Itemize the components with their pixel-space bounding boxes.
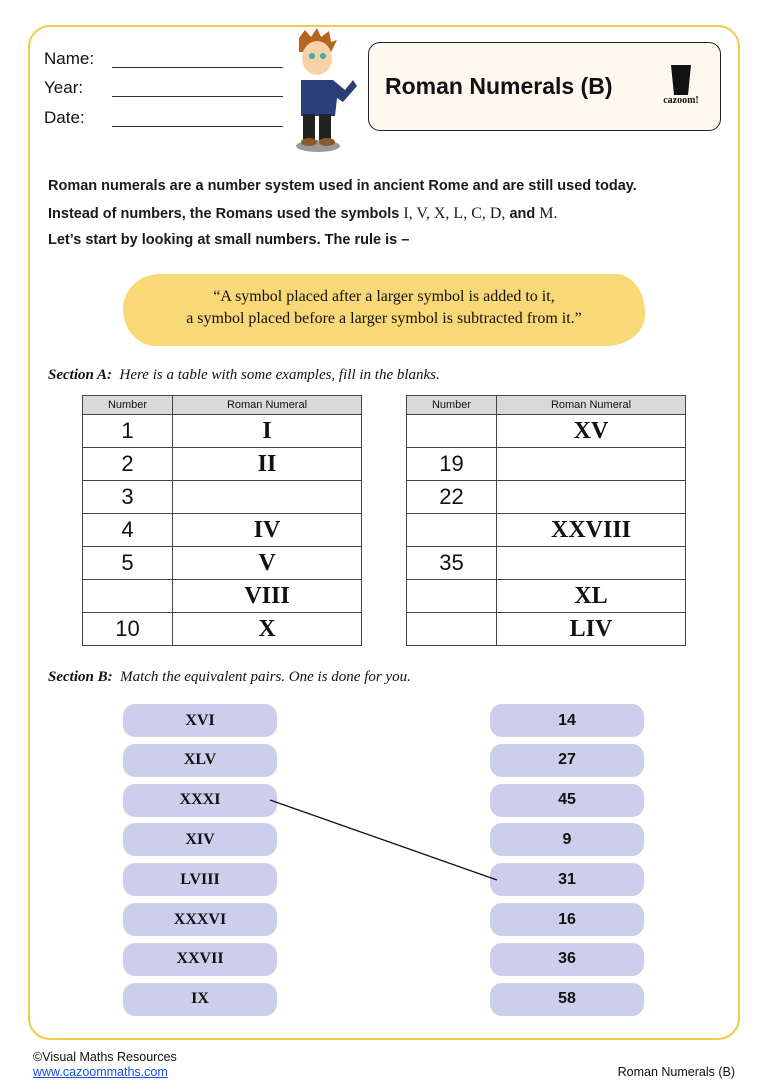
roman-cell: II [172, 447, 362, 481]
roman-cell[interactable] [496, 447, 686, 481]
date-field[interactable] [112, 126, 283, 127]
section-b-instruction: Match the equivalent pairs. One is done … [120, 669, 411, 685]
table-row: XXVIII [406, 513, 686, 547]
year-field[interactable] [112, 96, 283, 97]
roman-pill[interactable]: XIV [123, 823, 277, 857]
footer-title: Roman Numerals (B) [617, 1065, 735, 1079]
roman-symbol-m: M [539, 205, 554, 222]
roman-pill[interactable]: XXVII [123, 942, 277, 976]
roman-pill[interactable]: XLV [123, 743, 277, 777]
cartoon-boy-illustration [296, 28, 357, 152]
table-row: XL [406, 579, 686, 613]
roman-pill[interactable]: XXXVI [123, 903, 277, 936]
number-cell: 22 [406, 480, 497, 514]
number-cell: 35 [406, 546, 497, 580]
number-cell[interactable] [406, 612, 497, 646]
roman-cell: XXVIII [496, 513, 686, 547]
number-cell[interactable] [82, 579, 173, 613]
title-box: Roman Numerals (B) cazoom! [368, 42, 721, 131]
table-row: 19 [406, 447, 686, 481]
website-link[interactable]: www.cazoommaths.com [33, 1065, 168, 1079]
table-row: VIII [82, 579, 362, 613]
number-cell: 1 [82, 414, 173, 448]
date-label: Date: [44, 108, 85, 127]
number-cell: 10 [82, 612, 173, 646]
intro-line-3: Let’s start by looking at small numbers.… [48, 232, 410, 248]
table-row: 35 [406, 546, 686, 580]
table-row: 3 [82, 480, 362, 514]
roman-pill[interactable]: LVIII [123, 863, 277, 897]
section-a-instruction: Here is a table with some examples, fill… [119, 367, 440, 383]
table-row: LIV [406, 612, 686, 646]
number-pill[interactable]: 31 [490, 863, 644, 897]
copyright: ©Visual Maths Resources [33, 1050, 177, 1064]
cazoom-logo: cazoom! [661, 65, 701, 109]
roman-table-1: Number Roman Numeral 1 I 2 II 3 4 IV 5 V VIII 10 X [82, 395, 362, 646]
roman-pill[interactable]: IX [123, 982, 277, 1016]
table-row: 22 [406, 480, 686, 514]
table-row: 10 X [82, 612, 362, 646]
rule-line-1: “A symbol placed after a larger symbol i… [213, 288, 555, 305]
roman-cell[interactable] [172, 480, 362, 514]
number-cell: 4 [82, 513, 173, 547]
roman-cell: V [172, 546, 362, 580]
number-pill[interactable]: 14 [490, 704, 644, 737]
roman-cell: VIII [172, 579, 362, 613]
section-b-label: Section B: [48, 669, 113, 685]
name-label: Name: [44, 49, 95, 68]
table-row: 4 IV [82, 513, 362, 547]
number-cell[interactable] [406, 579, 497, 613]
section-b-heading: Section B: Match the equivalent pairs. O… [48, 669, 411, 686]
page-border [28, 25, 740, 1040]
table-row: XV [406, 414, 686, 448]
cup-icon [671, 65, 691, 95]
number-cell: 3 [82, 480, 173, 514]
roman-cell: XV [496, 414, 686, 448]
worksheet-title: Roman Numerals (B) [385, 73, 613, 99]
intro-line-2: Instead of numbers, the Romans used the … [48, 205, 558, 223]
roman-cell[interactable] [496, 546, 686, 580]
table-row: 2 II [82, 447, 362, 481]
table-header-row: Number Roman Numeral [82, 395, 362, 415]
rule-callout: “A symbol placed after a larger symbol i… [123, 274, 645, 346]
roman-cell: I [172, 414, 362, 448]
year-label: Year: [44, 78, 84, 97]
number-pill[interactable]: 27 [490, 743, 644, 777]
section-a-label: Section A: [48, 367, 113, 383]
roman-table-2: Number Roman Numeral XV 19 22 XXVIII 35 XL LIV [406, 395, 686, 646]
roman-cell: LIV [496, 612, 686, 646]
table-header-row: Number Roman Numeral [406, 395, 686, 415]
roman-pill[interactable]: XVI [123, 704, 277, 737]
roman-cell: IV [172, 513, 362, 547]
roman-cell: X [172, 612, 362, 646]
number-pill[interactable]: 9 [490, 823, 644, 857]
number-cell: 5 [82, 546, 173, 580]
header-number: Number [406, 395, 497, 415]
roman-symbols: I, V, X, L, C, D, [403, 205, 506, 222]
intro-text: Instead of numbers, the Romans used the … [48, 206, 404, 222]
header-roman: Roman Numeral [496, 395, 686, 415]
number-pill[interactable]: 16 [490, 903, 644, 936]
number-pill[interactable]: 36 [490, 942, 644, 976]
header-roman: Roman Numeral [172, 395, 362, 415]
number-cell[interactable] [406, 513, 497, 547]
roman-cell[interactable] [496, 480, 686, 514]
logo-text: cazoom! [663, 95, 699, 106]
header-number: Number [82, 395, 173, 415]
number-cell[interactable] [406, 414, 497, 448]
roman-pill[interactable]: XXXI [123, 783, 277, 817]
intro-and: and [505, 206, 540, 222]
number-cell: 2 [82, 447, 173, 481]
name-field[interactable] [112, 67, 283, 68]
roman-cell: XL [496, 579, 686, 613]
intro-period: . [553, 205, 558, 222]
intro-line-1: Roman numerals are a number system used … [48, 178, 637, 194]
number-pill[interactable]: 45 [490, 783, 644, 817]
rule-line-2: a symbol placed before a larger symbol i… [186, 310, 582, 327]
number-cell: 19 [406, 447, 497, 481]
section-a-heading: Section A: Here is a table with some exa… [48, 367, 440, 384]
number-pill[interactable]: 58 [490, 982, 644, 1016]
